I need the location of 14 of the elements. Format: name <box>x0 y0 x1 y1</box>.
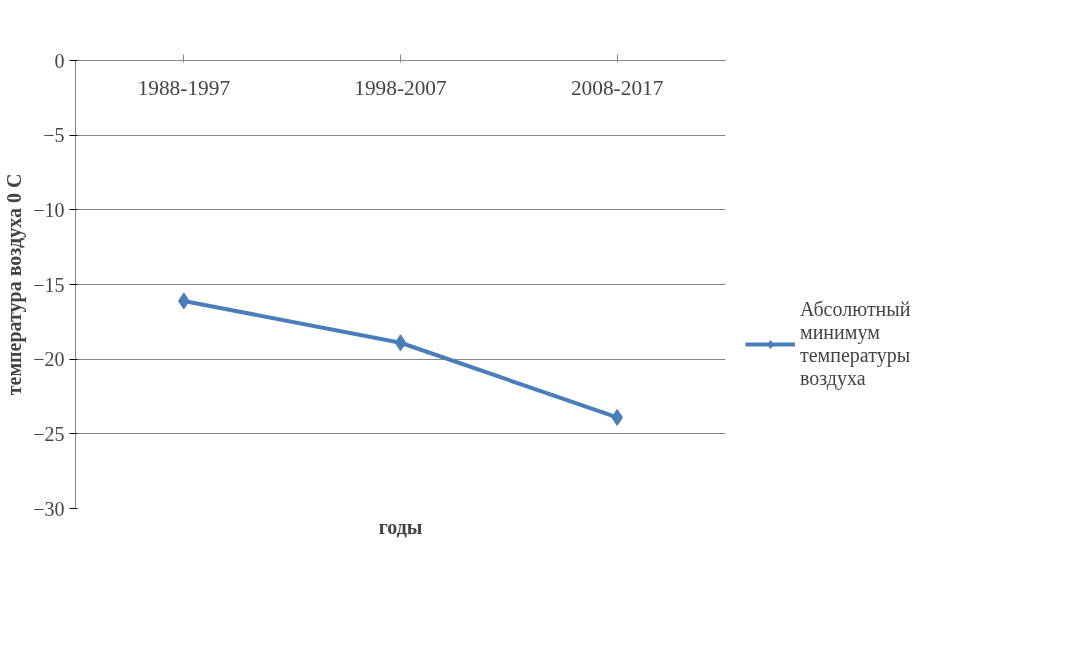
legend-label: Абсолютный минимум температуры воздуха <box>800 298 911 390</box>
x-tick-label: 1998-2007 <box>354 75 448 100</box>
y-tick-label: −20 <box>33 348 65 371</box>
x-axis-title: годы <box>378 515 423 538</box>
y-tick-label: 0 <box>54 49 65 72</box>
y-tick-label: −10 <box>33 198 65 221</box>
y-tick-label: −15 <box>33 273 65 296</box>
y-axis-title: температура воздуха 0 С <box>3 173 27 396</box>
x-tick-label: 2008-2017 <box>570 75 664 100</box>
y-tick-label: −30 <box>33 497 65 520</box>
point <box>394 334 407 352</box>
x-tick-label: 1988-1997 <box>137 75 231 100</box>
y-tick-label: −5 <box>43 124 65 147</box>
y-tick-label: −25 <box>33 422 65 445</box>
